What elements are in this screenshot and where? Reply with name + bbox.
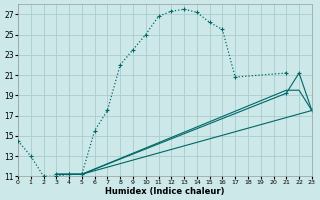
X-axis label: Humidex (Indice chaleur): Humidex (Indice chaleur) bbox=[105, 187, 225, 196]
